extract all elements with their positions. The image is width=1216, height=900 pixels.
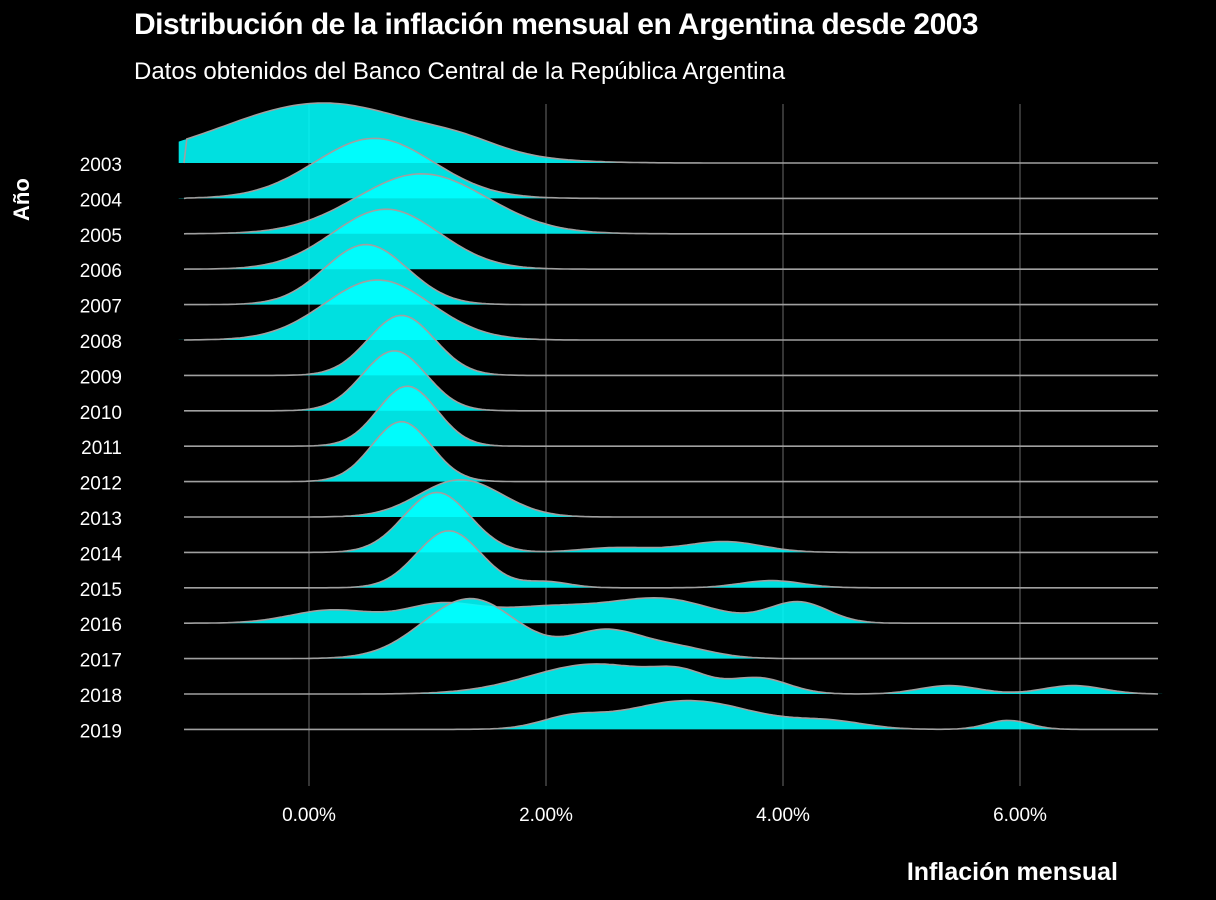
y-tick-label: 2012 (80, 474, 122, 495)
ridge-2010 (178, 350, 1163, 412)
vertical-gridlines (308, 104, 1021, 786)
chart-title: Distribución de la inflación mensual en … (134, 8, 979, 41)
ridge-fill (178, 421, 1163, 482)
x-tick-label: 4.00% (756, 805, 810, 826)
ridge-outline (184, 478, 1158, 518)
y-tick-label: 2010 (80, 403, 122, 424)
y-tick-labels: 2003 2004 2005 2006 2007 2008 2009 2010 2011 2012… (80, 155, 123, 742)
ridge-outline (183, 279, 1158, 341)
ridge-outline (184, 314, 1158, 377)
y-tick-label: 2011 (81, 438, 122, 459)
ridge-2014 (178, 491, 1163, 554)
y-tick-label: 2005 (80, 226, 122, 247)
ridge-2019 (178, 699, 1163, 731)
ridge-outline (184, 243, 1158, 306)
ridge-outline (184, 420, 1158, 483)
ridge-2005 (178, 172, 1163, 235)
ridge-outline (184, 663, 1159, 695)
y-tick-label: 2008 (80, 332, 122, 353)
ridge-fill (178, 315, 1163, 376)
x-axis-label: Inflación mensual (906, 858, 1118, 886)
ridge-outline (184, 699, 1158, 731)
ridge-2008 (178, 279, 1163, 341)
y-tick-label: 2014 (80, 544, 123, 565)
y-tick-label: 2006 (80, 261, 122, 282)
ridge-fill (178, 700, 1163, 730)
y-tick-label: 2016 (80, 615, 122, 636)
ridge-2015 (178, 529, 1163, 589)
ridge-fill (178, 479, 1163, 517)
y-tick-label: 2019 (80, 721, 122, 742)
ridge-fill (178, 209, 1163, 270)
x-tick-label: 6.00% (993, 805, 1047, 826)
ridge-2003 (178, 102, 1163, 164)
chart-subtitle: Datos obtenidos del Banco Central de la … (134, 58, 786, 85)
y-tick-label: 2009 (80, 367, 122, 388)
ridge-fill (178, 103, 1163, 163)
y-tick-label: 2007 (80, 297, 122, 318)
y-tick-label: 2017 (80, 651, 122, 672)
ridge-fill (178, 597, 1163, 624)
ridge-2006 (178, 208, 1163, 270)
ridge-fill (178, 244, 1163, 305)
ridge-outline (184, 350, 1158, 412)
x-tick-labels: 0.00% 2.00% 4.00% 6.00% (282, 805, 1047, 826)
x-tick-label: 0.00% (282, 805, 336, 826)
ridge-2009 (178, 314, 1163, 377)
ridge-outline (183, 102, 1158, 164)
ridge-fill (178, 350, 1163, 411)
y-tick-label: 2013 (80, 509, 122, 530)
ridge-2018 (178, 663, 1163, 695)
y-tick-label: 2003 (80, 155, 122, 176)
ridge-2017 (178, 597, 1163, 660)
ridge-outline (184, 385, 1158, 447)
ridge-fill (178, 598, 1163, 659)
ridge-outline (184, 529, 1158, 589)
ridge-2013 (178, 478, 1163, 518)
ridge-outline (184, 491, 1158, 554)
ridge-outline (183, 137, 1158, 200)
y-tick-label: 2018 (80, 686, 122, 707)
ridge-outline (184, 596, 1158, 624)
ridge-2011 (178, 385, 1163, 447)
ridge-2007 (178, 243, 1163, 306)
ridge-fill (178, 173, 1163, 234)
ridge-fill (178, 386, 1163, 447)
y-tick-label: 2015 (80, 580, 122, 601)
ridge-fill (178, 280, 1163, 340)
ridge-fill (178, 530, 1163, 588)
x-tick-label: 2.00% (519, 805, 573, 826)
ridge-2012 (178, 420, 1163, 483)
ridge-2016 (178, 596, 1163, 624)
ridge-outline (183, 172, 1158, 235)
y-tick-label: 2004 (80, 190, 123, 211)
ridge-outline (183, 208, 1158, 270)
density-ridges (178, 102, 1163, 731)
ridge-fill (178, 663, 1163, 694)
ridge-fill (178, 492, 1163, 553)
ridge-outline (184, 597, 1158, 660)
